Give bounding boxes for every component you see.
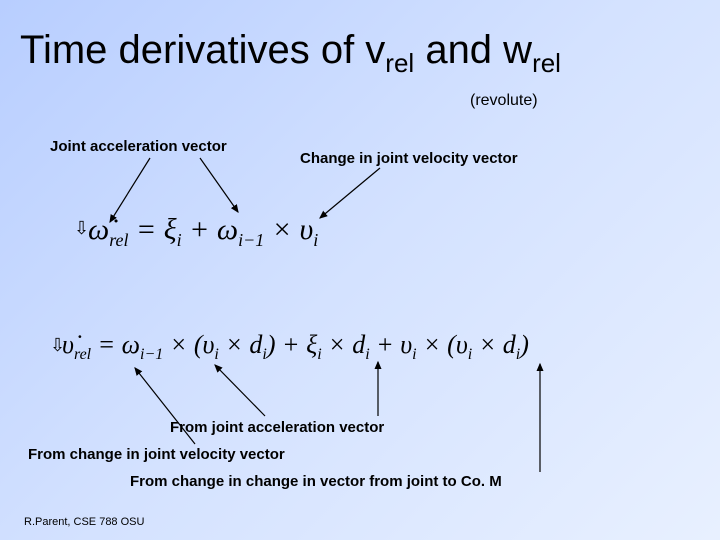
dot-marker-1: ⇩	[74, 218, 89, 239]
label-from-change-com: From change in change in vector from joi…	[130, 473, 502, 490]
equation-omega-rel: ω̇rel = ξi + ωi−1 × υi	[88, 213, 318, 251]
slide-subtitle: (revolute)	[470, 92, 538, 110]
equation-v-rel: υ̇rel = ωi−1 × (υi × di) + ξi × di + υi …	[62, 330, 529, 364]
slide-title: Time derivatives of vrel and wrel	[20, 28, 561, 79]
label-from-change-vel: From change in joint velocity vector	[28, 446, 285, 463]
footer-citation: R.Parent, CSE 788 OSU	[24, 516, 144, 528]
label-joint-accel: Joint acceleration vector	[50, 138, 227, 155]
label-from-joint-accel: From joint acceleration vector	[170, 419, 384, 436]
label-change-vel: Change in joint velocity vector	[300, 150, 518, 167]
